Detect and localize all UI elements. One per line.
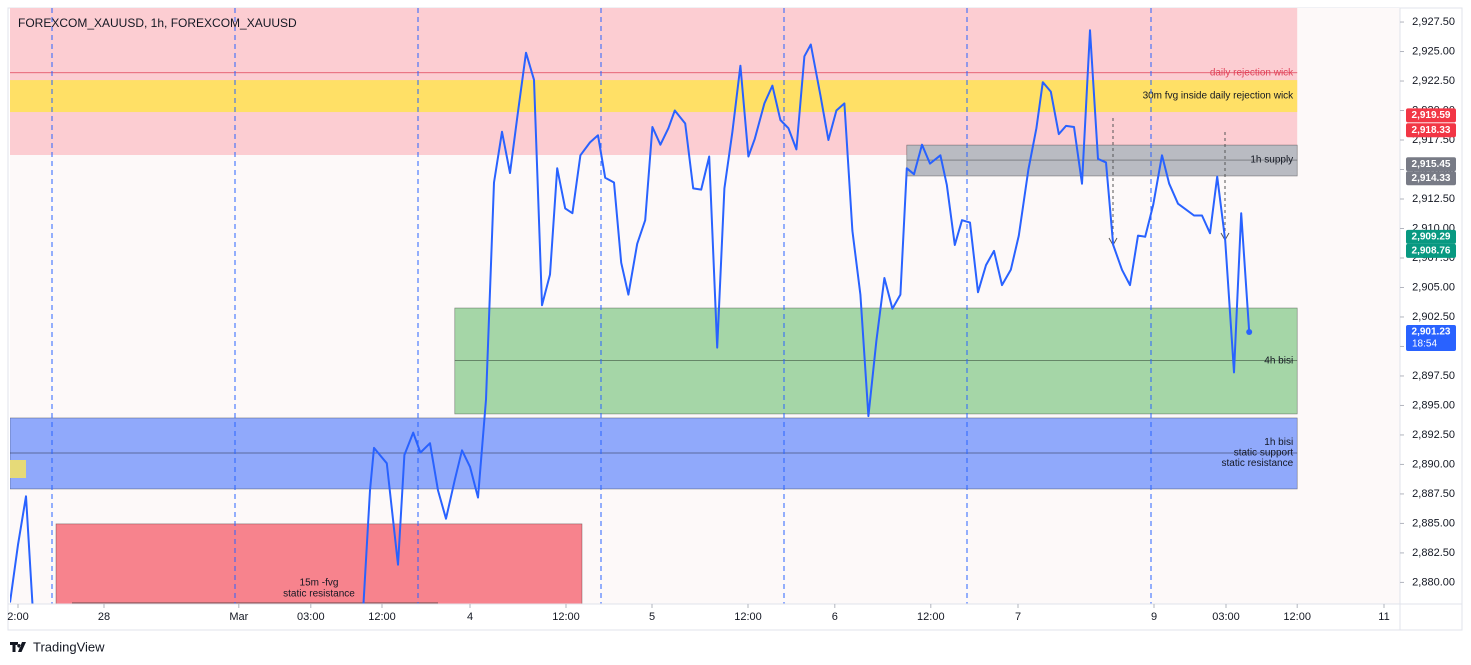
y-tick-label: 2,880.00 [1412,576,1455,588]
logo: TradingView [10,639,105,654]
zone-label: 30m fvg inside daily rejection wick [1143,91,1295,102]
y-tick-label: 2,912.50 [1412,193,1455,205]
zone-label: static support [1234,448,1294,459]
price-tag-label: 2,915.45 [1412,159,1451,170]
x-tick-label: 12:00 [734,611,762,623]
zone [10,417,1298,490]
zone [55,523,583,604]
level-label: daily rejection wick [1210,67,1294,78]
y-tick-label: 2,925.00 [1412,45,1455,57]
x-tick-label: 5 [649,611,655,623]
x-tick-label: 03:00 [297,611,325,623]
y-tick-label: 2,885.00 [1412,517,1455,529]
y-tick-label: 2,890.00 [1412,458,1455,470]
y-tick-label: 2,897.50 [1412,370,1455,382]
y-tick-label: 2,895.00 [1412,399,1455,411]
x-tick-label: 7 [1015,611,1021,623]
price-tag-label: 2,914.33 [1412,173,1451,184]
price-line [10,29,1251,604]
zone-label: 4h bisi [1264,355,1293,366]
x-tick-label: 03:00 [1212,611,1240,623]
last-point [1246,328,1253,335]
price-tag [1406,123,1456,138]
logo-mark [10,642,26,652]
price-tag [1406,243,1456,258]
zone-label: 15m -fvg [300,578,339,589]
x-tick-label: 2:00 [7,611,28,623]
zone-label: 1h supply [1250,155,1293,166]
price-tag-label: 2,909.29 [1412,232,1451,243]
zone-label: 1h bisi [1264,437,1293,448]
price-tag-label: 2,908.76 [1412,246,1451,257]
price-tag [1406,324,1456,351]
axes: 2,927.502,925.002,922.502,920.002,917.50… [7,16,1456,623]
price-tag-label: 2,918.33 [1412,125,1451,136]
x-tick-label: 11 [1378,611,1389,623]
y-tick-label: 2,927.50 [1412,16,1455,28]
y-tick-label: 2,922.50 [1412,75,1455,87]
price-tag [1406,229,1456,244]
y-tick-label: 2,902.50 [1412,311,1455,323]
price-tag-label: 2,901.23 [1412,327,1451,338]
price-tag [1406,157,1456,172]
series [10,29,1253,604]
price-tag-label: 2,919.59 [1412,110,1451,121]
zone [10,80,1298,113]
x-tick-label: 9 [1151,611,1157,623]
y-tick-label: 2,887.50 [1412,488,1455,500]
x-tick-label: 12:00 [1283,611,1311,623]
y-tick-label: 2,882.50 [1412,547,1455,559]
x-tick-label: 6 [832,611,838,623]
x-tick-label: Mar [229,611,248,623]
price-tag [1406,171,1456,186]
x-tick-label: 12:00 [368,611,396,623]
zone [454,307,1298,415]
x-tick-label: 28 [98,611,110,623]
y-tick-label: 2,905.00 [1412,281,1455,293]
zones: 30m fvg inside daily rejection wick 1h su… [10,8,1298,604]
countdown: 18:54 [1412,339,1437,350]
x-tick-label: 4 [467,611,473,623]
x-tick-label: 12:00 [917,611,945,623]
session-breaks [51,8,1152,604]
x-tick-label: 12:00 [552,611,580,623]
marker-box [10,460,26,478]
y-tick-label: 2,892.50 [1412,429,1455,441]
zone-label: static resistance [283,589,355,600]
price-tag [1406,108,1456,123]
brand: TradingView [33,639,105,654]
zone-label: static resistance [1221,458,1293,469]
chart-title: FOREXCOM_XAUUSD, 1h, FOREXCOM_XAUUSD [18,16,297,30]
